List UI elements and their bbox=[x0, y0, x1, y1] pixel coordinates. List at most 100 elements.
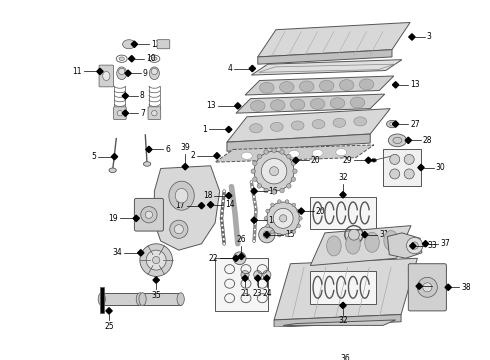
Ellipse shape bbox=[220, 219, 223, 222]
Bar bbox=[310, 271, 376, 303]
Ellipse shape bbox=[291, 161, 295, 166]
Bar bbox=[100, 287, 103, 313]
Ellipse shape bbox=[270, 230, 274, 234]
Polygon shape bbox=[225, 193, 232, 199]
Ellipse shape bbox=[279, 215, 287, 222]
Text: 35: 35 bbox=[151, 291, 161, 300]
Ellipse shape bbox=[122, 40, 135, 49]
Text: 34: 34 bbox=[113, 248, 122, 257]
Ellipse shape bbox=[253, 234, 256, 237]
Text: 24: 24 bbox=[262, 289, 271, 298]
Ellipse shape bbox=[292, 121, 304, 130]
Text: 18: 18 bbox=[203, 191, 212, 200]
Polygon shape bbox=[198, 202, 205, 209]
Polygon shape bbox=[264, 231, 270, 238]
Polygon shape bbox=[418, 165, 424, 171]
Polygon shape bbox=[154, 166, 220, 250]
Ellipse shape bbox=[250, 181, 253, 184]
Text: 9: 9 bbox=[143, 69, 147, 78]
Ellipse shape bbox=[404, 169, 414, 179]
Text: 5: 5 bbox=[92, 152, 97, 161]
Text: 18: 18 bbox=[269, 216, 278, 225]
Ellipse shape bbox=[221, 224, 223, 227]
Polygon shape bbox=[251, 188, 257, 194]
Ellipse shape bbox=[292, 203, 295, 207]
Polygon shape bbox=[235, 103, 241, 109]
Ellipse shape bbox=[175, 188, 188, 203]
Ellipse shape bbox=[270, 167, 279, 176]
Ellipse shape bbox=[222, 200, 224, 202]
Polygon shape bbox=[153, 277, 159, 283]
Polygon shape bbox=[388, 233, 422, 258]
Text: 15: 15 bbox=[285, 230, 294, 239]
Text: 36: 36 bbox=[341, 354, 351, 360]
Ellipse shape bbox=[257, 184, 262, 188]
Ellipse shape bbox=[253, 240, 255, 242]
Text: 28: 28 bbox=[423, 136, 432, 145]
Polygon shape bbox=[405, 137, 412, 144]
Ellipse shape bbox=[146, 211, 152, 219]
Ellipse shape bbox=[254, 151, 294, 191]
Ellipse shape bbox=[289, 150, 299, 158]
Ellipse shape bbox=[310, 98, 325, 109]
Text: 31: 31 bbox=[379, 230, 389, 239]
Ellipse shape bbox=[144, 162, 151, 166]
Text: 23: 23 bbox=[253, 289, 263, 298]
Ellipse shape bbox=[292, 230, 295, 234]
Ellipse shape bbox=[146, 250, 166, 270]
Ellipse shape bbox=[259, 226, 275, 243]
Text: 3: 3 bbox=[426, 32, 431, 41]
Ellipse shape bbox=[222, 195, 225, 198]
Polygon shape bbox=[214, 153, 220, 159]
Ellipse shape bbox=[257, 154, 262, 159]
Polygon shape bbox=[233, 255, 239, 261]
Ellipse shape bbox=[252, 177, 257, 181]
Ellipse shape bbox=[287, 184, 291, 188]
Bar bbox=[383, 149, 421, 186]
Bar bbox=[310, 197, 376, 229]
Text: 2: 2 bbox=[191, 151, 195, 160]
Ellipse shape bbox=[151, 111, 157, 116]
Ellipse shape bbox=[365, 232, 379, 252]
Ellipse shape bbox=[390, 154, 400, 165]
Polygon shape bbox=[106, 308, 112, 314]
Polygon shape bbox=[207, 202, 214, 208]
Ellipse shape bbox=[136, 293, 144, 305]
Polygon shape bbox=[102, 293, 140, 305]
Ellipse shape bbox=[270, 122, 283, 131]
Ellipse shape bbox=[223, 190, 225, 193]
Text: 20: 20 bbox=[310, 156, 320, 165]
Polygon shape bbox=[122, 110, 128, 116]
Text: 6: 6 bbox=[165, 145, 170, 154]
Ellipse shape bbox=[103, 71, 110, 81]
Polygon shape bbox=[416, 283, 422, 289]
Text: 27: 27 bbox=[410, 120, 420, 129]
Ellipse shape bbox=[254, 217, 257, 219]
Polygon shape bbox=[258, 50, 392, 64]
FancyBboxPatch shape bbox=[157, 40, 170, 49]
Ellipse shape bbox=[312, 149, 323, 157]
Ellipse shape bbox=[346, 234, 360, 254]
Polygon shape bbox=[445, 284, 451, 291]
Polygon shape bbox=[251, 60, 402, 75]
Ellipse shape bbox=[280, 188, 284, 193]
Ellipse shape bbox=[336, 149, 346, 156]
FancyBboxPatch shape bbox=[134, 198, 164, 231]
Ellipse shape bbox=[241, 270, 249, 279]
Ellipse shape bbox=[254, 222, 256, 225]
Ellipse shape bbox=[251, 169, 255, 174]
Polygon shape bbox=[293, 157, 299, 163]
Polygon shape bbox=[298, 208, 304, 214]
Polygon shape bbox=[131, 41, 138, 48]
Ellipse shape bbox=[340, 80, 354, 90]
Polygon shape bbox=[258, 22, 410, 57]
Ellipse shape bbox=[390, 169, 400, 179]
Ellipse shape bbox=[297, 209, 300, 213]
Text: 36: 36 bbox=[434, 282, 443, 291]
Ellipse shape bbox=[250, 100, 265, 111]
FancyBboxPatch shape bbox=[114, 107, 126, 120]
Ellipse shape bbox=[221, 210, 223, 212]
Text: 30: 30 bbox=[436, 163, 445, 172]
Polygon shape bbox=[138, 249, 144, 256]
Ellipse shape bbox=[277, 233, 281, 237]
